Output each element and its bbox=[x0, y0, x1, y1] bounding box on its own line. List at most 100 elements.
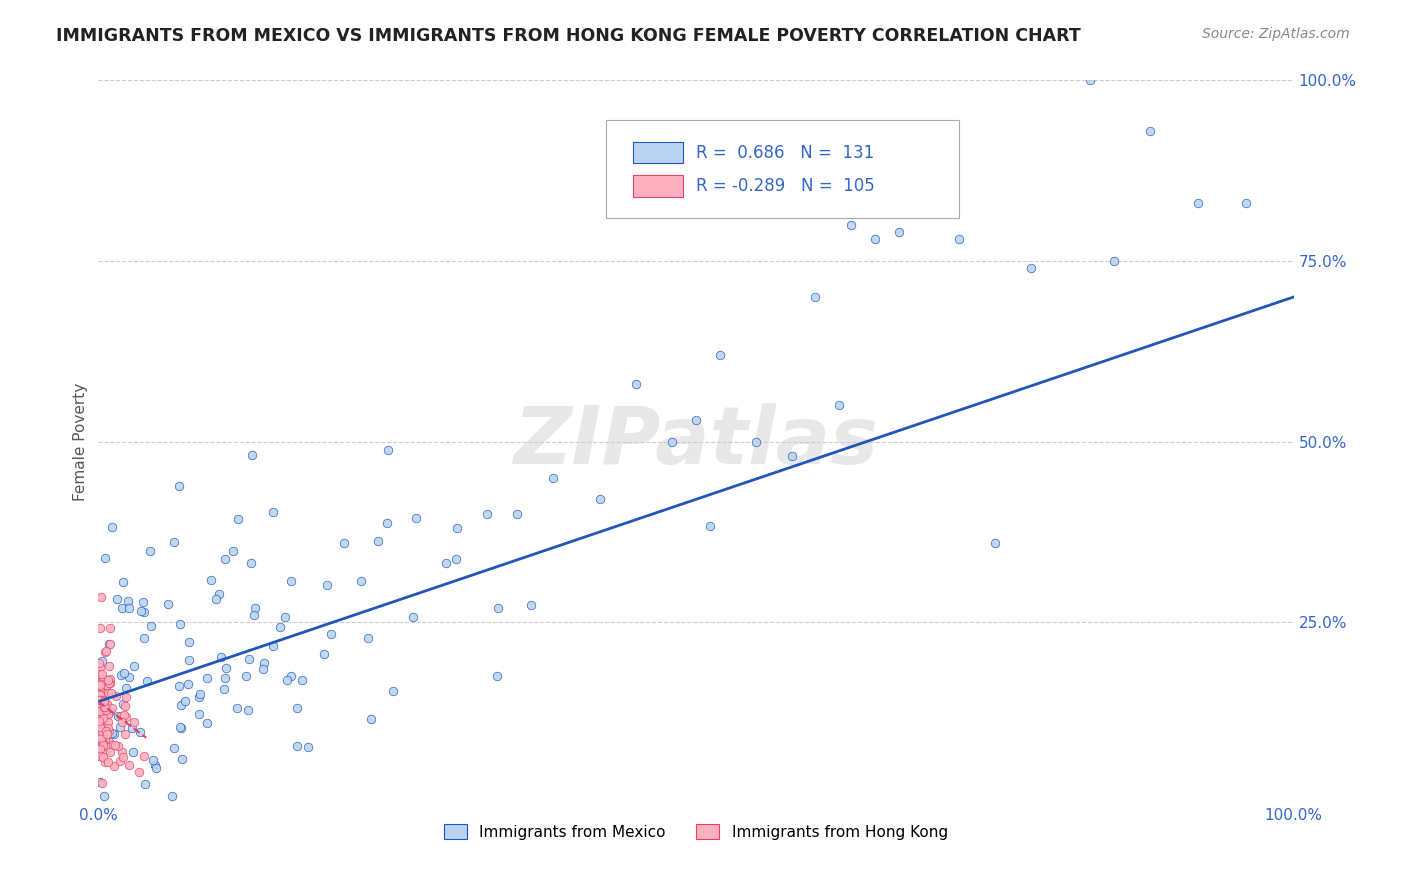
Point bbox=[97, 707, 120, 722]
Point bbox=[90, 676, 112, 690]
Point bbox=[89, 748, 111, 763]
Point bbox=[89, 687, 111, 701]
Point bbox=[111, 745, 134, 759]
Point bbox=[96, 743, 118, 757]
Point bbox=[94, 551, 117, 566]
Point bbox=[134, 777, 156, 791]
Point bbox=[865, 232, 887, 246]
Point bbox=[101, 701, 124, 715]
Point bbox=[262, 639, 284, 653]
Point bbox=[91, 686, 114, 700]
Point bbox=[89, 704, 111, 718]
Point bbox=[89, 740, 111, 755]
Point bbox=[91, 666, 114, 681]
Point bbox=[143, 757, 166, 772]
Point bbox=[235, 668, 257, 682]
Point bbox=[89, 621, 111, 635]
Point bbox=[114, 681, 136, 696]
Point bbox=[90, 702, 112, 716]
Point bbox=[90, 591, 112, 605]
Point bbox=[285, 701, 308, 715]
Point bbox=[112, 575, 135, 590]
Point bbox=[177, 677, 200, 691]
Point bbox=[97, 686, 120, 700]
Point bbox=[87, 666, 110, 681]
Point bbox=[110, 709, 132, 723]
Point bbox=[101, 520, 124, 534]
Point bbox=[205, 591, 228, 606]
Point bbox=[93, 693, 115, 707]
Point bbox=[169, 679, 191, 693]
Point bbox=[89, 673, 111, 688]
Point bbox=[100, 745, 122, 759]
Point bbox=[132, 631, 155, 645]
Point bbox=[276, 673, 298, 687]
Point bbox=[377, 443, 399, 458]
FancyBboxPatch shape bbox=[606, 120, 959, 218]
Point bbox=[91, 739, 114, 753]
Point bbox=[252, 662, 274, 676]
Point bbox=[107, 739, 129, 754]
Point bbox=[97, 756, 120, 770]
Point bbox=[111, 697, 134, 711]
Point bbox=[828, 398, 851, 412]
Point bbox=[90, 734, 112, 748]
Point bbox=[93, 736, 115, 750]
Point bbox=[90, 709, 112, 723]
Point bbox=[90, 731, 112, 745]
Point bbox=[97, 673, 120, 688]
Point bbox=[90, 739, 112, 753]
Point bbox=[142, 753, 165, 767]
Point bbox=[89, 737, 111, 751]
Point bbox=[209, 650, 232, 665]
Point bbox=[312, 647, 335, 661]
Point bbox=[349, 574, 371, 588]
Point bbox=[889, 225, 911, 239]
Text: Source: ZipAtlas.com: Source: ZipAtlas.com bbox=[1202, 27, 1350, 41]
Point bbox=[699, 519, 721, 533]
Point bbox=[97, 658, 120, 673]
Point bbox=[475, 507, 498, 521]
Point bbox=[101, 725, 124, 739]
Point bbox=[89, 692, 111, 706]
Point bbox=[114, 699, 136, 714]
Point bbox=[115, 709, 138, 723]
Point bbox=[97, 675, 120, 690]
Point bbox=[236, 703, 259, 717]
Point bbox=[94, 699, 117, 714]
Point bbox=[96, 678, 118, 692]
Point bbox=[94, 755, 117, 769]
Point bbox=[129, 604, 152, 618]
Point bbox=[486, 601, 509, 615]
Point bbox=[214, 671, 236, 685]
Point bbox=[709, 348, 731, 362]
Point bbox=[177, 652, 200, 666]
Point bbox=[486, 669, 509, 683]
Point bbox=[100, 685, 122, 699]
Point bbox=[841, 218, 863, 232]
Point bbox=[111, 714, 134, 729]
Point bbox=[93, 694, 115, 708]
Point bbox=[207, 587, 229, 601]
Point bbox=[87, 718, 110, 732]
Point bbox=[357, 631, 380, 645]
Point bbox=[226, 701, 249, 715]
Point bbox=[89, 705, 111, 719]
Point bbox=[163, 534, 186, 549]
Point bbox=[110, 668, 132, 682]
Point bbox=[1104, 253, 1126, 268]
Point bbox=[446, 521, 468, 535]
Point bbox=[96, 727, 118, 741]
Point bbox=[405, 510, 427, 524]
Point bbox=[685, 413, 707, 427]
Point bbox=[170, 722, 193, 736]
Point bbox=[661, 434, 683, 449]
Point bbox=[94, 723, 117, 738]
Point bbox=[297, 739, 319, 754]
Point bbox=[97, 714, 120, 729]
Legend: Immigrants from Mexico, Immigrants from Hong Kong: Immigrants from Mexico, Immigrants from … bbox=[439, 818, 953, 846]
Point bbox=[93, 672, 115, 686]
Point bbox=[89, 714, 111, 728]
Point bbox=[167, 478, 190, 492]
Text: R = -0.289   N =  105: R = -0.289 N = 105 bbox=[696, 177, 875, 194]
